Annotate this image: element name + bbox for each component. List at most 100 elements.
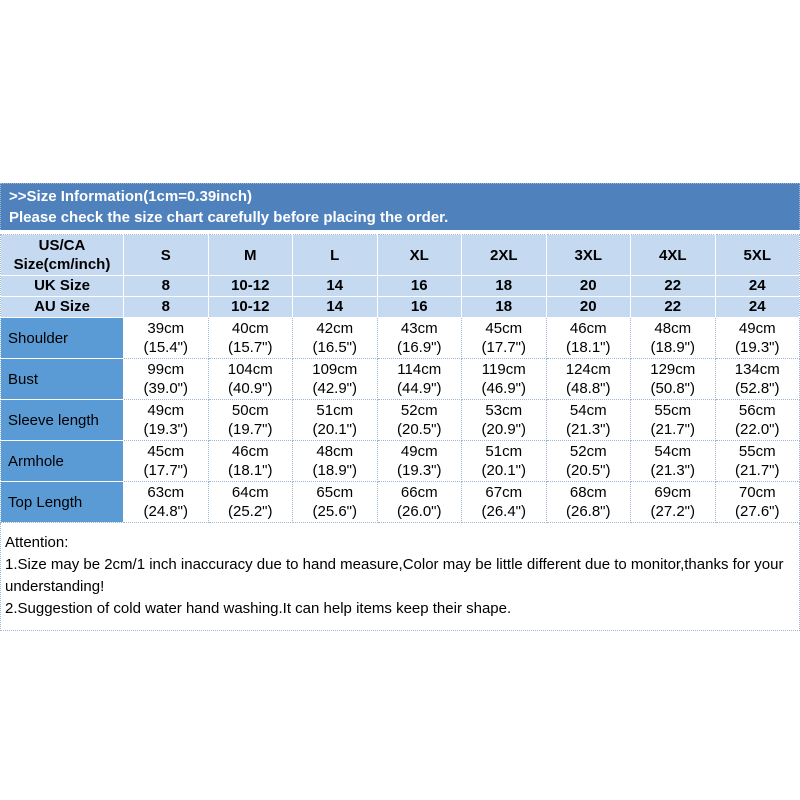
corner-header: US/CA Size(cm/inch) [0, 234, 124, 276]
measurement-cell: 49cm (19.3") [123, 399, 209, 441]
measurement-cell: 50cm (19.7") [207, 399, 293, 441]
measurement-cell: 55cm (21.7") [714, 440, 800, 482]
col-header-m: M [207, 234, 293, 276]
value-cm: 40cm [231, 320, 269, 337]
row-label-sleeve-length: Sleeve length [0, 399, 124, 441]
banner-table-gap [0, 230, 800, 234]
value-inch: (18.9") [312, 462, 357, 479]
value-cm: 119cm [481, 361, 526, 378]
uk-size-value: 10-12 [207, 275, 293, 297]
measurement-cell: 45cm (17.7") [123, 440, 209, 482]
value-cm: 99cm [147, 361, 185, 378]
au-size-value: 22 [630, 296, 716, 318]
attention-title: Attention: [5, 534, 69, 551]
value-inch: (26.4") [481, 503, 526, 520]
value-inch: (25.6") [312, 503, 357, 520]
row-label-armhole: Armhole [0, 440, 124, 482]
uk-size-value: 18 [461, 275, 547, 297]
value-cm: 65cm [316, 484, 354, 501]
value-cm: 114cm [397, 361, 442, 378]
value-cm: 48cm [316, 443, 354, 460]
value-cm: 56cm [738, 402, 776, 419]
value-inch: (21.7") [650, 421, 695, 438]
value-inch: (19.7") [227, 421, 273, 438]
col-header-3xl: 3XL [545, 234, 631, 276]
value-cm: 129cm [650, 361, 696, 378]
value-inch: (25.2") [227, 503, 273, 520]
banner-title: >>Size Information(1cm=0.39inch) [9, 188, 252, 205]
value-inch: (44.9") [396, 380, 442, 397]
value-inch: (20.9") [481, 421, 526, 438]
value-inch: (20.1") [481, 462, 526, 479]
measurement-cell: 46cm (18.1") [545, 317, 631, 359]
value-cm: 68cm [569, 484, 607, 501]
value-cm: 51cm [485, 443, 523, 460]
au-size-value: 10-12 [207, 296, 293, 318]
value-cm: 69cm [654, 484, 692, 501]
measurement-cell: 109cm (42.9") [292, 358, 378, 400]
value-inch: (16.5") [312, 339, 357, 356]
value-inch: (24.8") [143, 503, 188, 520]
corner-header-line2: Size(cm/inch) [13, 256, 111, 273]
value-cm: 49cm [738, 320, 776, 337]
au-size-value: 16 [376, 296, 462, 318]
uk-size-value: 22 [630, 275, 716, 297]
size-chart: >>Size Information(1cm=0.39inch) Please … [0, 183, 800, 631]
value-cm: 134cm [734, 361, 780, 378]
au-size-value: 8 [123, 296, 209, 318]
measurement-cell: 119cm (46.9") [461, 358, 547, 400]
value-inch: (26.0") [396, 503, 442, 520]
value-cm: 64cm [231, 484, 269, 501]
value-cm: 50cm [231, 402, 269, 419]
uk-size-value: 8 [123, 275, 209, 297]
au-size-label: AU Size [0, 296, 124, 318]
value-cm: 54cm [569, 402, 607, 419]
value-cm: 104cm [227, 361, 273, 378]
measurement-row-sleeve-length: Sleeve length 49cm (19.3") 50cm (19.7") 51… [0, 399, 800, 441]
value-inch: (48.8") [565, 380, 611, 397]
value-inch: (21.3") [650, 462, 695, 479]
value-inch: (18.9") [650, 339, 695, 356]
value-inch: (46.9") [481, 380, 526, 397]
value-cm: 67cm [485, 484, 523, 501]
value-cm: 52cm [569, 443, 607, 460]
measurement-cell: 134cm (52.8") [714, 358, 800, 400]
uk-size-value: 14 [292, 275, 378, 297]
value-cm: 63cm [147, 484, 185, 501]
measurement-row-bust: Bust 99cm (39.0") 104cm (40.9") 109cm (42.9… [0, 358, 800, 400]
row-label-top-length: Top Length [0, 481, 124, 523]
value-inch: (18.1") [565, 339, 611, 356]
measurement-cell: 129cm (50.8") [630, 358, 716, 400]
measurement-cell: 63cm (24.8") [123, 481, 209, 523]
value-cm: 70cm [738, 484, 776, 501]
value-cm: 54cm [654, 443, 692, 460]
value-cm: 45cm [485, 320, 523, 337]
value-cm: 39cm [147, 320, 185, 337]
measurement-cell: 68cm (26.8") [545, 481, 631, 523]
measurement-cell: 45cm (17.7") [461, 317, 547, 359]
value-cm: 53cm [485, 402, 523, 419]
uk-size-value: 24 [714, 275, 800, 297]
value-inch: (16.9") [396, 339, 442, 356]
attention-note: Attention: 1.Size may be 2cm/1 inch inac… [0, 523, 800, 631]
value-inch: (19.3") [143, 421, 188, 438]
measurement-cell: 70cm (27.6") [714, 481, 800, 523]
measurement-cell: 65cm (25.6") [292, 481, 378, 523]
au-size-value: 18 [461, 296, 547, 318]
col-header-5xl: 5XL [714, 234, 800, 276]
value-inch: (21.3") [565, 421, 611, 438]
measurement-cell: 66cm (26.0") [376, 481, 462, 523]
value-cm: 109cm [312, 361, 358, 378]
measurement-cell: 53cm (20.9") [461, 399, 547, 441]
measurement-cell: 46cm (18.1") [207, 440, 293, 482]
measurement-cell: 48cm (18.9") [292, 440, 378, 482]
col-header-l: L [292, 234, 378, 276]
measurement-cell: 54cm (21.3") [545, 399, 631, 441]
value-inch: (27.2") [650, 503, 695, 520]
measurement-cell: 67cm (26.4") [461, 481, 547, 523]
value-inch: (26.8") [565, 503, 611, 520]
value-inch: (18.1") [227, 462, 273, 479]
measurement-row-top-length: Top Length 63cm (24.8") 64cm (25.2") 65cm (… [0, 481, 800, 523]
col-header-xl: XL [376, 234, 462, 276]
measurement-cell: 51cm (20.1") [461, 440, 547, 482]
